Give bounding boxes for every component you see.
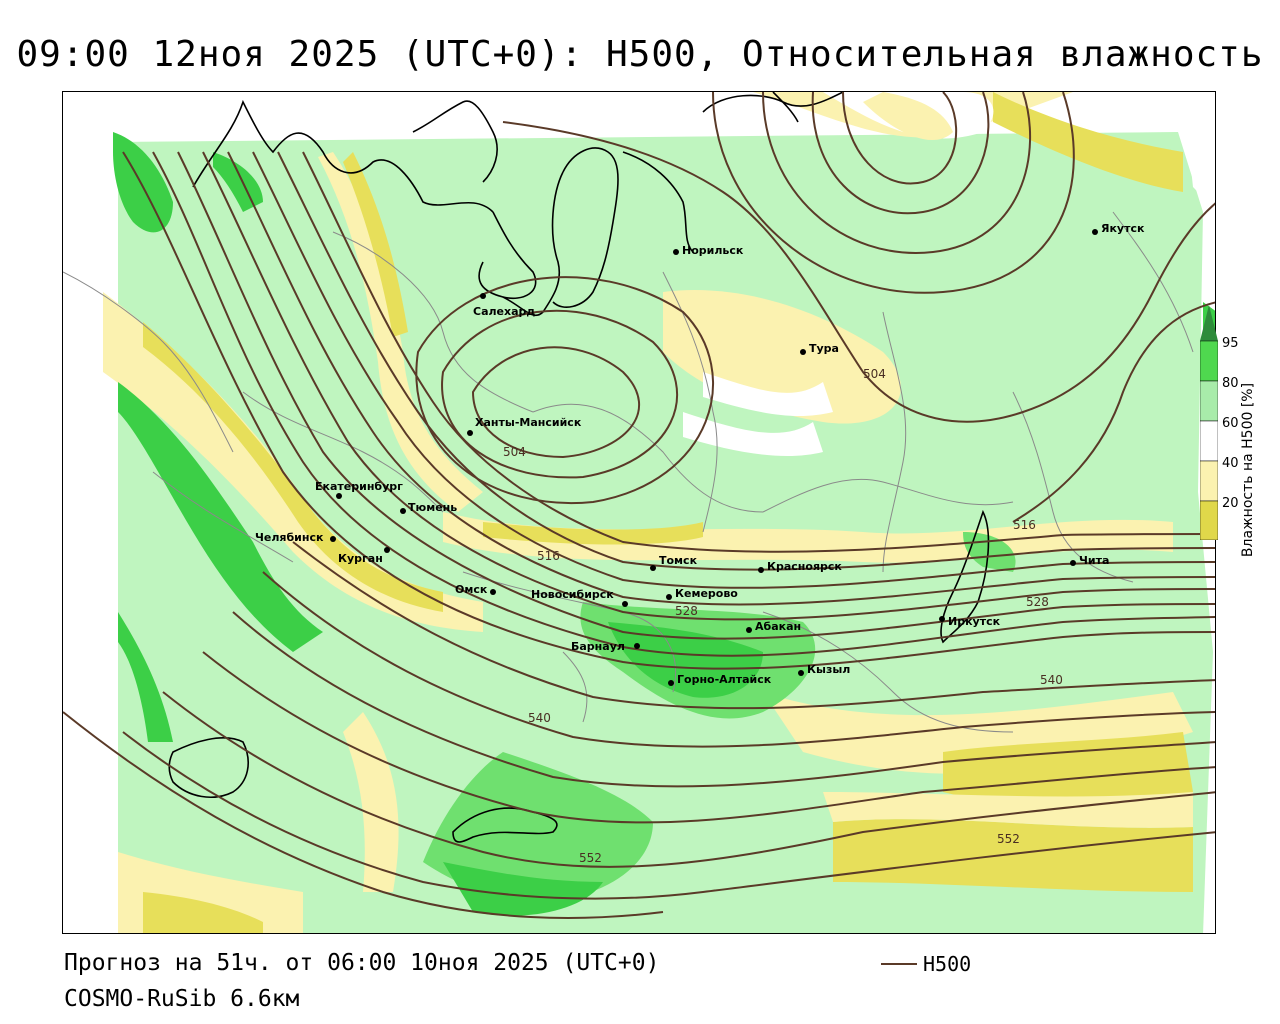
contour-label: 528 (1026, 595, 1049, 609)
city-tyumen[interactable]: Тюмень (400, 501, 457, 514)
svg-text:Абакан: Абакан (755, 620, 801, 633)
svg-text:Красноярск: Красноярск (767, 560, 842, 573)
contour-label: 504 (503, 445, 526, 459)
city-chita[interactable]: Чита (1070, 554, 1109, 567)
colorbar-tick: 40 (1222, 456, 1239, 471)
contour-label: 552 (579, 851, 602, 865)
contour-label: 540 (528, 711, 551, 725)
svg-text:Екатеринбург: Екатеринбург (315, 480, 403, 493)
city-barnaul[interactable]: Барнаул (571, 640, 640, 653)
city-tura[interactable]: Тура (800, 342, 839, 355)
contour-label: 504 (863, 367, 886, 381)
city-omsk[interactable]: Омск (455, 583, 496, 596)
colorbar-tick: 60 (1222, 416, 1239, 431)
svg-text:Кызыл: Кызыл (807, 663, 850, 676)
map-title: 09:00 12ноя 2025 (UTC+0): H500, Относите… (16, 34, 1264, 75)
forecast-info: Прогноз на 51ч. от 06:00 10ноя 2025 (UTC… (64, 950, 660, 976)
svg-text:Барнаул: Барнаул (571, 640, 625, 653)
city-yakutsk[interactable]: Якутск (1092, 222, 1145, 235)
svg-text:Курган: Курган (338, 552, 383, 565)
city-tomsk[interactable]: Томск (650, 554, 698, 571)
contour-legend-label: H500 (923, 952, 972, 976)
city-salekhard[interactable]: Салехард (473, 293, 535, 318)
city-abakan[interactable]: Абакан (746, 620, 801, 633)
svg-text:Иркутск: Иркутск (948, 615, 1001, 628)
svg-text:Норильск: Норильск (682, 244, 744, 257)
city-kemerovo[interactable]: Кемерово (666, 587, 738, 600)
city-kyzyl[interactable]: Кызыл (798, 663, 850, 676)
city-krasnoyarsk[interactable]: Красноярск (758, 560, 842, 573)
map-canvas: 504 504 516 516 528 528 540 540 552 552 … (63, 92, 1215, 933)
humidity-colorbar (1200, 305, 1218, 540)
contour-label: 528 (675, 604, 698, 618)
weather-map[interactable]: 504 504 516 516 528 528 540 540 552 552 … (62, 91, 1216, 934)
svg-text:Ханты-Мансийск: Ханты-Мансийск (475, 416, 582, 429)
contour-label: 516 (1013, 518, 1036, 532)
contour-line-icon (881, 963, 917, 965)
svg-text:Горно-Алтайск: Горно-Алтайск (677, 673, 772, 686)
svg-text:Салехард: Салехард (473, 305, 535, 318)
contour-legend: H500 (881, 952, 971, 976)
svg-text:Челябинск: Челябинск (255, 531, 324, 544)
contour-label: 552 (997, 832, 1020, 846)
svg-text:Тюмень: Тюмень (408, 501, 457, 514)
colorbar-tick: 20 (1222, 496, 1239, 511)
city-irkutsk[interactable]: Иркутск (939, 615, 1001, 628)
city-markers: Якутск Норильск Салехард Тура Ханты-Манс… (255, 222, 1145, 686)
svg-text:Омск: Омск (455, 583, 488, 596)
contour-label: 540 (1040, 673, 1063, 687)
city-norilsk[interactable]: Норильск (673, 244, 744, 257)
city-chelyabinsk[interactable]: Челябинск (255, 531, 336, 544)
model-name: COSMO-RuSib 6.6км (64, 986, 300, 1012)
colorbar-tick: 95 (1222, 336, 1239, 351)
city-gorno-altaysk[interactable]: Горно-Алтайск (668, 673, 772, 686)
svg-text:Тура: Тура (809, 342, 839, 355)
svg-text:Якутск: Якутск (1101, 222, 1145, 235)
city-kurgan[interactable]: Курган (338, 547, 390, 565)
contour-label: 516 (537, 549, 560, 563)
svg-text:Томск: Томск (659, 554, 698, 567)
city-khanty-mansiysk[interactable]: Ханты-Мансийск (467, 416, 582, 436)
svg-text:Кемерово: Кемерово (675, 587, 738, 600)
colorbar-tick: 80 (1222, 376, 1239, 391)
colorbar-title: Влажность на H500 [%] (1240, 382, 1256, 558)
svg-text:Новосибирск: Новосибирск (531, 588, 614, 601)
city-yekaterinburg[interactable]: Екатеринбург (315, 480, 403, 499)
city-novosibirsk[interactable]: Новосибирск (531, 588, 628, 607)
svg-text:Чита: Чита (1079, 554, 1109, 567)
